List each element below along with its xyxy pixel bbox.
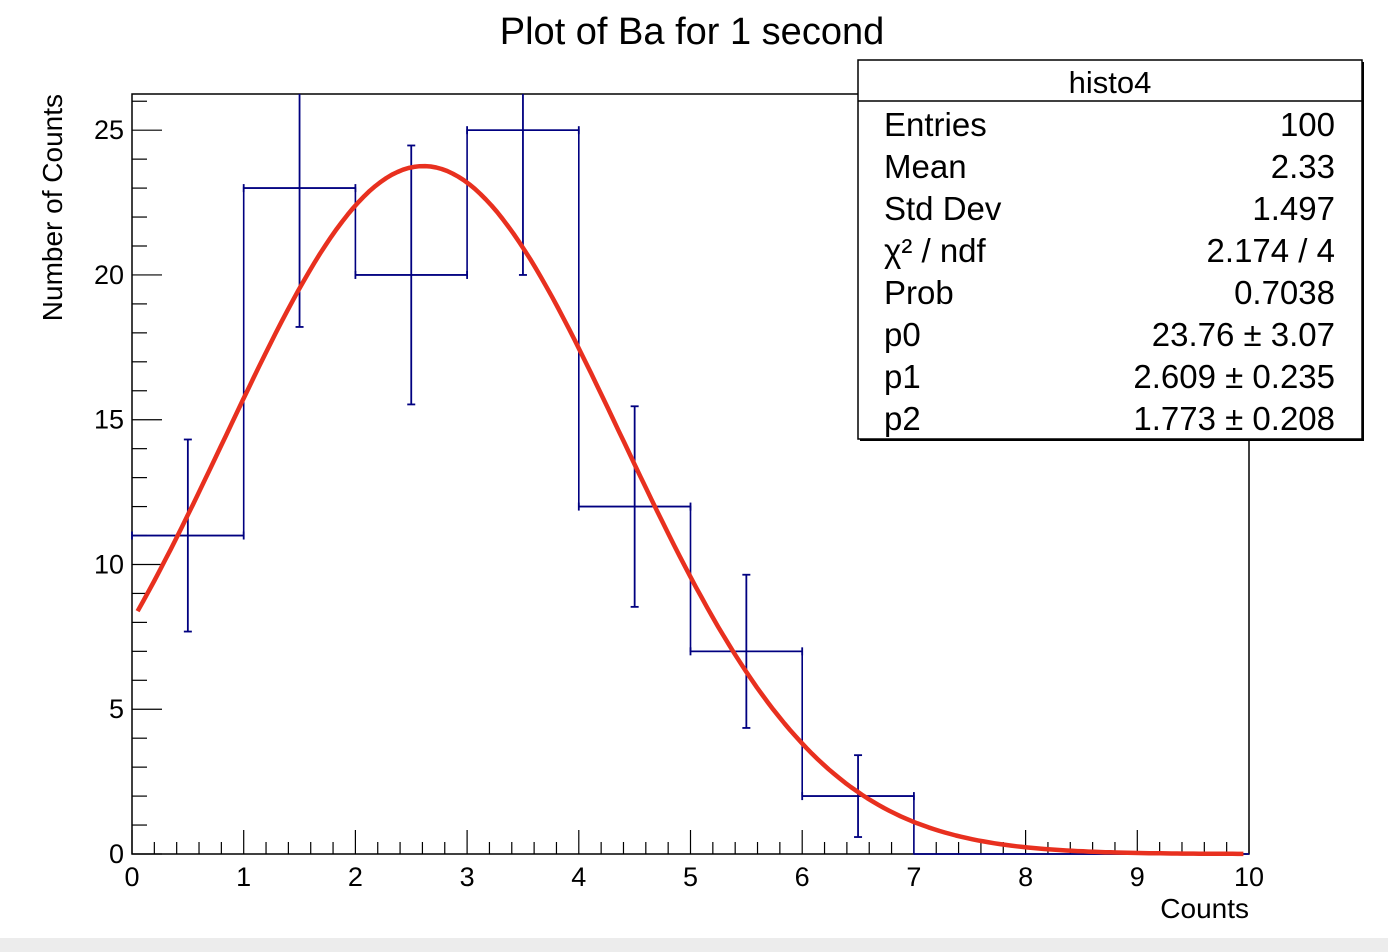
histogram-series [131,94,1249,855]
x-tick-label: 6 [795,862,810,892]
stats-row-label: Prob [884,274,954,311]
stats-row-value: 23.76 ± 3.07 [1152,316,1335,353]
y-axis: 0 5 10 15 20 25 [94,100,162,869]
x-tick-label: 3 [460,862,475,892]
x-tick-label: 2 [348,862,363,892]
x-axis: 0 1 2 3 4 5 6 7 8 9 10 [124,830,1264,892]
stats-row-label: p0 [884,316,921,353]
stats-row-value: 2.33 [1271,148,1335,185]
y-tick-label: 15 [94,405,124,435]
stats-row-value: 2.609 ± 0.235 [1133,358,1335,395]
stats-row-value: 1.497 [1252,190,1335,227]
x-tick-label: 4 [571,862,586,892]
stats-row-label: p1 [884,358,921,395]
y-tick-label: 20 [94,260,124,290]
stats-row-label: Std Dev [884,190,1002,227]
stats-row-value: 0.7038 [1234,274,1335,311]
stats-row-label: Mean [884,148,967,185]
stats-row-label: χ² / ndf [884,232,987,269]
window-bottom-bar [0,938,1388,952]
x-tick-label: 0 [124,862,139,892]
x-tick-label: 10 [1234,862,1264,892]
x-tick-label: 7 [906,862,921,892]
chart-title: Plot of Ba for 1 second [500,11,884,53]
y-tick-label: 0 [109,839,124,869]
stats-row-label: p2 [884,400,921,437]
stats-box: histo4 Entries 100 Mean 2.33 Std Dev 1.497 χ² /… [857,59,1364,441]
x-tick-label: 1 [236,862,251,892]
fit-series [135,163,1244,857]
x-tick-label: 9 [1130,862,1145,892]
fit-curve [135,163,1244,857]
y-tick-label: 5 [109,694,124,724]
y-axis-label: Number of Counts [37,94,68,321]
stats-box-frame [857,59,1363,440]
stats-row-value: 2.174 / 4 [1207,232,1335,269]
y-tick-label: 10 [94,549,124,579]
stats-row-value: 100 [1280,106,1335,143]
x-tick-label: 5 [683,862,698,892]
stats-row-value: 1.773 ± 0.208 [1133,400,1335,437]
x-axis-label: Counts [1160,893,1249,924]
y-tick-label: 25 [94,115,124,145]
x-tick-label: 8 [1018,862,1033,892]
stats-box-title: histo4 [1069,65,1152,100]
stats-row-label: Entries [884,106,987,143]
